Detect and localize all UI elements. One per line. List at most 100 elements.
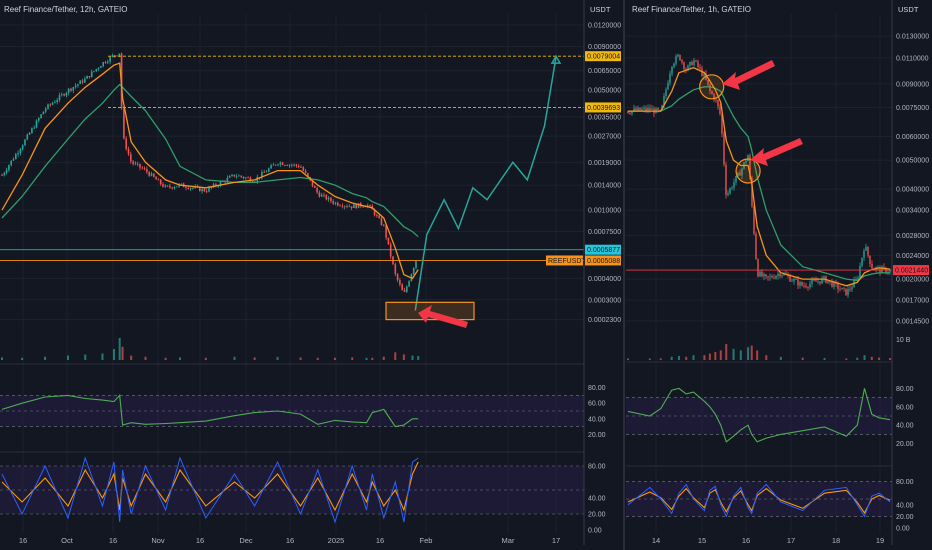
right-candle-body — [731, 187, 733, 189]
right-volume-label: 10 B — [896, 337, 911, 344]
left-chart[interactable]: Reef Finance/Tether, 12h, GATEIO USDT RE… — [0, 0, 630, 545]
left-candle-body — [17, 152, 19, 155]
right-candle-body — [839, 289, 841, 290]
right-candle-body — [691, 62, 693, 66]
right-volume-bar — [747, 347, 750, 360]
left-candle-body — [24, 139, 26, 146]
left-volume-bar — [417, 356, 420, 360]
right-volume-bar — [627, 358, 629, 360]
left-candle-body — [277, 164, 279, 166]
right-candle-body — [791, 280, 793, 282]
left-candle-body — [242, 176, 245, 179]
right-candle-body — [693, 60, 695, 66]
right-volume-bar — [823, 358, 826, 360]
right-red-arrow-1 — [722, 60, 775, 90]
right-rsi-tick: 80.00 — [896, 386, 914, 393]
right-volume-bar — [714, 352, 717, 360]
right-candle-body — [709, 84, 711, 91]
left-candle-body — [350, 206, 353, 209]
right-volume-bar — [756, 350, 759, 360]
left-y-tick: 0.0002300 — [588, 317, 621, 324]
right-candle-body — [789, 276, 791, 282]
right-highlight-circle — [699, 74, 725, 100]
left-volume-bar — [371, 357, 374, 360]
right-candle-body — [665, 89, 667, 97]
right-y-tick: 0.0040000 — [896, 187, 929, 194]
left-candle-body — [261, 172, 263, 178]
right-x-tick: 15 — [698, 536, 706, 545]
left-y-tick: 0.0014000 — [588, 183, 621, 190]
right-volume-bar — [779, 356, 782, 360]
right-candle-body — [735, 176, 737, 183]
left-candle-body — [330, 197, 332, 202]
left-candle-body — [272, 164, 275, 166]
left-candle-body — [141, 167, 144, 169]
right-volume-bar — [648, 358, 651, 360]
right-ma-fast-line — [628, 67, 891, 287]
left-candle-body — [81, 80, 84, 83]
left-candle-body — [318, 192, 321, 197]
left-candle-body — [86, 75, 88, 79]
left-volume-bar — [21, 357, 24, 360]
left-volume-bar — [276, 356, 279, 360]
left-candle-body — [192, 187, 194, 189]
left-candle-body — [173, 187, 176, 189]
left-candle-body — [210, 187, 213, 189]
right-candle-body — [711, 90, 713, 94]
right-candle-body — [765, 274, 767, 277]
left-volume-bar — [121, 346, 124, 360]
left-candle-body — [70, 88, 72, 91]
left-candle-body — [348, 206, 351, 208]
left-price-tag — [585, 244, 621, 255]
right-candle-body — [737, 172, 739, 177]
right-candle-body — [761, 271, 763, 277]
right-candle-body — [847, 288, 849, 296]
right-volume-bar — [765, 355, 768, 360]
right-candle-body — [803, 285, 805, 287]
left-candle-body — [10, 160, 13, 166]
left-moving-averages — [1, 62, 419, 280]
left-candle-body — [355, 204, 358, 209]
right-volume-bar — [670, 356, 673, 360]
left-candle-body — [313, 186, 316, 188]
left-candle-body — [49, 104, 52, 106]
left-candle-body — [180, 183, 183, 185]
right-candle-body — [707, 79, 709, 85]
right-candle-body — [851, 287, 853, 290]
left-candle-body — [109, 56, 111, 62]
left-candle-body — [247, 177, 249, 179]
right-candle-body — [727, 193, 729, 195]
left-volume-bar — [365, 357, 368, 360]
left-candle-body — [373, 209, 376, 216]
right-chart[interactable]: Reef Finance/Tether, 1h, GATEIO USDT 0.0… — [626, 0, 932, 545]
left-candle-body — [267, 168, 270, 172]
left-candle-body — [40, 114, 42, 119]
left-x-tick: Oct — [61, 536, 74, 545]
left-candle-body — [42, 111, 45, 115]
right-candle-body — [823, 276, 825, 279]
right-candle-body — [651, 108, 653, 111]
left-x-tick: Dec — [239, 536, 253, 545]
right-candle-body — [631, 110, 633, 114]
left-rsi-pane — [0, 394, 584, 428]
left-candle-body — [90, 71, 93, 78]
left-candle-body — [353, 204, 355, 209]
left-candle-body — [399, 279, 401, 285]
left-time-axis: 16 Oct 16 Nov 16 Dec 16 2025 16 Feb Mar 17 — [19, 536, 560, 545]
right-rsi-line — [627, 387, 891, 443]
left-candle-body — [37, 118, 40, 121]
left-candle-body — [205, 191, 208, 193]
left-candle-body — [362, 206, 364, 208]
right-candle-body — [715, 99, 717, 101]
left-candle-body — [304, 170, 307, 174]
left-stoch-pane — [0, 456, 584, 524]
right-volume-bar — [692, 355, 695, 360]
left-candle-body — [357, 203, 360, 209]
right-y-tick: 0.0050000 — [896, 158, 929, 165]
left-candles[interactable] — [1, 52, 417, 293]
left-volume-bar — [144, 356, 147, 360]
left-volume-bar — [204, 357, 207, 360]
right-volume-bar — [708, 353, 711, 360]
